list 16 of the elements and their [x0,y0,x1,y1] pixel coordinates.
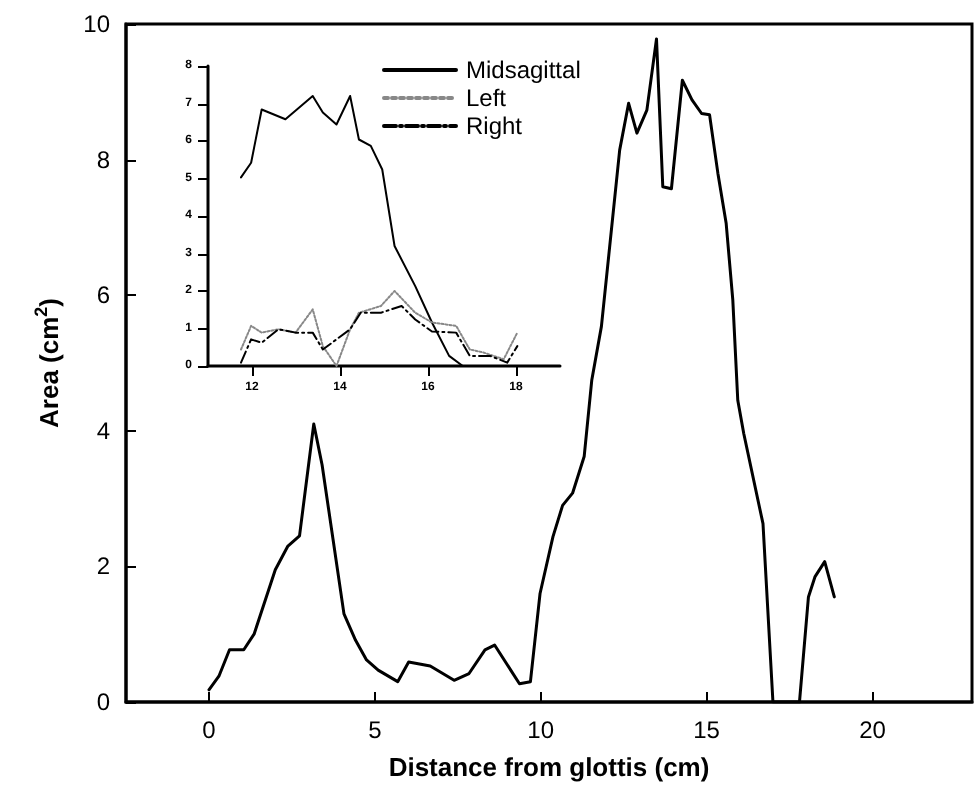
legend-label: Right [466,112,524,140]
x-tick-label: 10 [527,716,555,744]
y-tick-label: 4 [96,416,111,445]
y-tick-label: 6 [96,281,111,310]
x-tick-label: 20 [859,716,887,744]
y-tick-label: 8 [96,145,111,174]
y-axis-title: Area (cm2) [30,298,64,428]
x-tick-label: 5 [368,716,383,744]
y-tick-label: 2 [96,552,111,581]
x-tick-label: 15 [693,716,721,744]
legend-label: Midsagittal [466,56,581,84]
x-tick-label: 0 [202,716,217,744]
y-tick-label: 0 [96,688,111,716]
legend-label: Left [466,84,508,112]
x-axis-title: Distance from glottis (cm) [388,752,710,782]
y-tick-label: 10 [83,10,111,38]
